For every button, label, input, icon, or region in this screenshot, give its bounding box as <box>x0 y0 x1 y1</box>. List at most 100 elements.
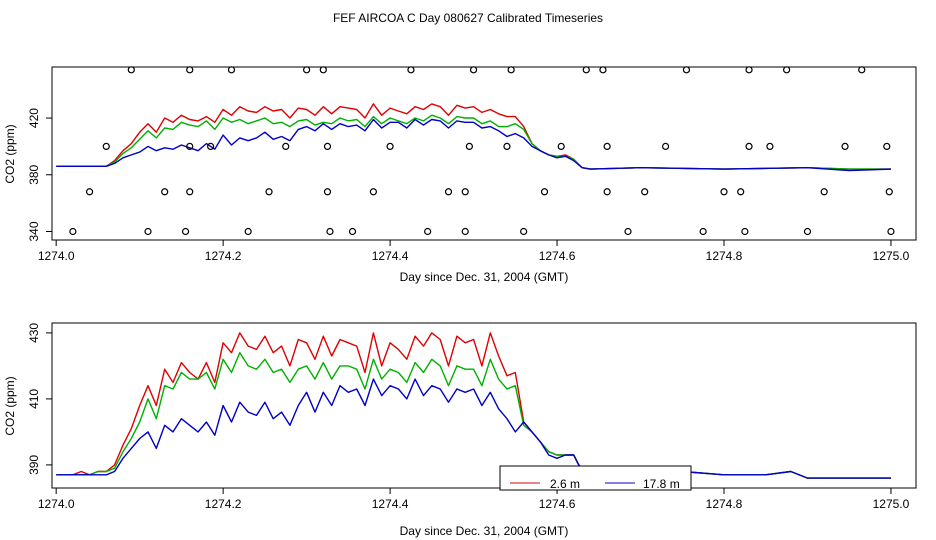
x-tick-label: 1274.4 <box>372 497 409 511</box>
scatter-point <box>186 188 194 196</box>
scatter-point <box>820 188 828 196</box>
scatter-point <box>720 188 728 196</box>
scatter-point <box>102 142 110 151</box>
scatter-point <box>469 66 478 74</box>
scatter-point <box>326 227 334 236</box>
scatter-point <box>127 66 135 74</box>
x-tick-label: 1274.8 <box>706 249 743 263</box>
scatter-point <box>557 142 565 151</box>
x-tick-label: 1274.6 <box>539 497 576 511</box>
series-line-2.6m <box>56 332 891 479</box>
legend: 2.6 m 17.8 m <box>499 465 692 491</box>
x-tick-label: 1274.8 <box>706 497 743 511</box>
top-plot-frame <box>51 66 917 241</box>
scatter-point <box>319 66 327 74</box>
scatter-point <box>783 66 791 74</box>
scatter-point <box>369 188 377 196</box>
x-tick-label: 1274.4 <box>372 249 409 263</box>
scatter-point <box>69 227 77 236</box>
scatter-point <box>461 227 469 236</box>
scatter-point <box>303 66 311 74</box>
x-tick-label: 1275.0 <box>873 497 910 511</box>
scatter-point <box>624 227 632 236</box>
y-tick-label: 410 <box>27 389 41 409</box>
scatter-point <box>699 227 707 236</box>
figure-title: FEF AIRCOA C Day 080627 Calibrated Times… <box>333 11 603 25</box>
x-tick-label: 1274.6 <box>539 249 576 263</box>
x-tick-label: 1275.0 <box>873 249 910 263</box>
series-line-red <box>56 103 891 170</box>
top-y-axis-label: CO2 (ppm) <box>3 124 17 183</box>
scatter-point <box>599 66 607 74</box>
scatter-point <box>186 142 194 151</box>
scatter-point <box>181 227 190 236</box>
scatter-point <box>603 142 611 151</box>
x-tick-label: 1274.2 <box>205 497 242 511</box>
scatter-point <box>424 227 432 236</box>
legend-label-17.8m: 17.8 m <box>643 477 680 491</box>
scatter-point <box>282 142 290 151</box>
scatter-point <box>85 188 94 196</box>
y-tick-label: 380 <box>27 164 41 184</box>
scatter-point <box>465 142 473 151</box>
top-series-layer <box>56 103 892 172</box>
top-x-axis-label: Day since Dec. 31, 2004 (GMT) <box>400 270 569 284</box>
bottom-x-axis-label: Day since Dec. 31, 2004 (GMT) <box>400 524 569 538</box>
scatter-point <box>407 66 415 74</box>
scatter-point <box>803 227 812 236</box>
scatter-point <box>682 66 691 74</box>
scatter-point <box>161 188 169 196</box>
y-tick-label: 420 <box>27 108 41 128</box>
legend-label-2.6m: 2.6 m <box>550 477 580 491</box>
scatter-point <box>737 188 745 196</box>
scatter-point <box>323 142 332 151</box>
scatter-point <box>348 227 357 236</box>
y-tick-label: 340 <box>27 221 41 241</box>
x-tick-label: 1274.2 <box>205 249 242 263</box>
series-line-green <box>56 352 891 479</box>
scatter-point <box>603 188 611 196</box>
scatter-point <box>144 227 152 236</box>
scatter-point <box>745 66 753 74</box>
scatter-point <box>520 227 528 236</box>
x-tick-label: 1274.0 <box>38 497 75 511</box>
scatter-point <box>265 188 273 196</box>
x-tick-label: 1274.0 <box>38 249 75 263</box>
bottom-panel: 1274.0 1274.2 1274.4 1274.6 1274.8 1275.0 390… <box>3 322 917 538</box>
top-points-layer <box>69 66 895 236</box>
legend-box <box>499 465 692 491</box>
scatter-point <box>323 188 332 196</box>
scatter-point <box>641 188 649 196</box>
scatter-point <box>186 66 194 74</box>
scatter-point <box>244 227 252 236</box>
top-y-axis: 340 380 420 <box>27 108 52 242</box>
bottom-y-axis-label: CO2 (ppm) <box>3 376 17 435</box>
y-tick-label: 430 <box>27 323 41 343</box>
scatter-point <box>227 66 236 74</box>
scatter-point <box>582 66 590 74</box>
scatter-point <box>745 142 753 151</box>
scatter-point <box>858 66 866 74</box>
scatter-point <box>766 142 774 151</box>
scatter-point <box>885 188 893 196</box>
scatter-point <box>540 188 549 196</box>
bottom-x-axis: 1274.0 1274.2 1274.4 1274.6 1274.8 1275.0 <box>38 488 910 511</box>
top-panel: 1274.0 1274.2 1274.4 1274.6 1274.8 1275.0 340… <box>3 66 917 284</box>
scatter-point <box>741 227 749 236</box>
scatter-point <box>503 142 511 151</box>
scatter-point <box>883 142 891 151</box>
series-line-17.8m <box>56 378 891 479</box>
scatter-point <box>841 142 849 151</box>
scatter-point <box>444 188 453 196</box>
scatter-point <box>887 227 895 236</box>
y-tick-label: 390 <box>27 455 41 475</box>
bottom-plot-frame <box>51 322 917 489</box>
scatter-point <box>461 188 469 196</box>
top-x-axis: 1274.0 1274.2 1274.4 1274.6 1274.8 1275.0 <box>38 240 910 263</box>
series-line-green <box>56 114 891 170</box>
bottom-series-layer <box>56 332 891 479</box>
scatter-point <box>507 66 515 74</box>
scatter-point <box>207 142 215 151</box>
series-line-blue <box>56 118 892 172</box>
